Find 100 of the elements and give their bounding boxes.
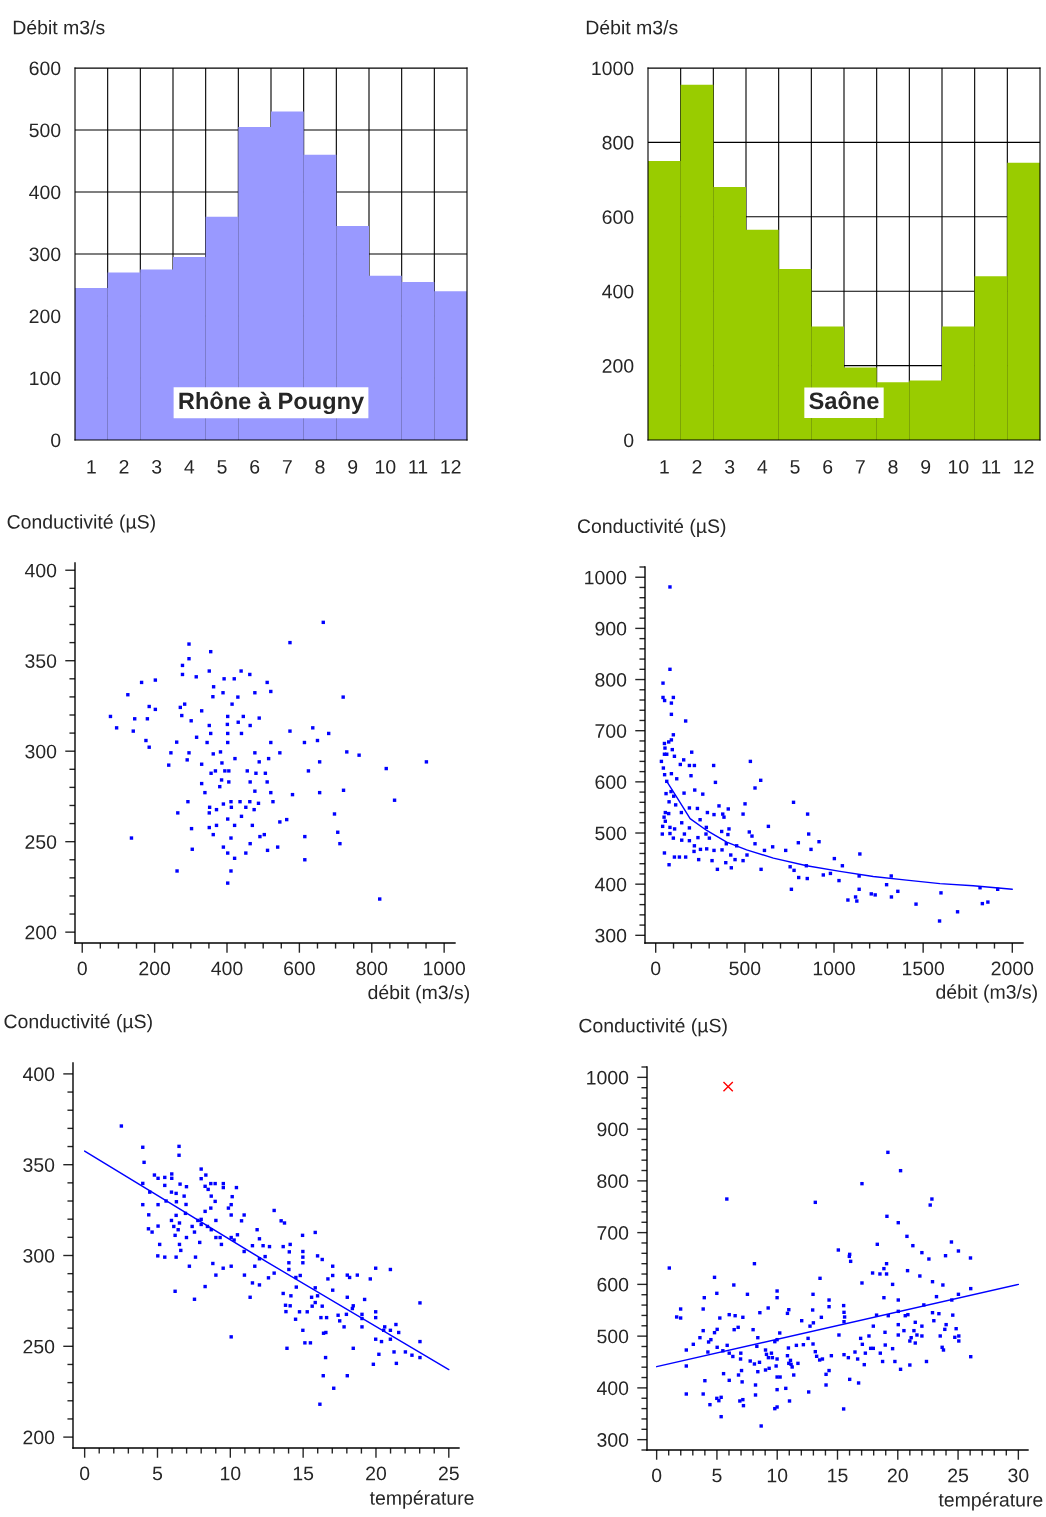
x-tick-label: 5 xyxy=(712,1468,722,1483)
y-tick-label: 600 xyxy=(602,210,634,225)
y-tick-label: 200 xyxy=(602,359,634,373)
line-series xyxy=(666,780,1013,890)
y-tick-label: 300 xyxy=(597,1433,629,1447)
y-tick-label: 200 xyxy=(29,309,61,324)
x-tick-label: 12 xyxy=(441,459,461,474)
x-tick-label: 1 xyxy=(87,460,96,474)
x-tick-label: 5 xyxy=(152,1466,163,1481)
y-tick-label: 250 xyxy=(25,835,57,849)
y-tick-label: 600 xyxy=(29,61,61,76)
y-tick-label: 800 xyxy=(602,135,634,150)
y-tick-label: 400 xyxy=(602,284,634,299)
x-tick-label: 10 xyxy=(949,459,969,474)
x-axis-title: débit (m3/s) xyxy=(936,984,1037,1003)
y-tick-label: 1000 xyxy=(585,570,627,585)
x-tick-label: 5 xyxy=(217,460,227,474)
x-tick-label: 25 xyxy=(948,1468,969,1483)
y-tick-label: 400 xyxy=(29,185,61,200)
y-tick-label: 0 xyxy=(624,433,634,448)
x-tick-label: 4 xyxy=(757,460,768,474)
y-tick-label: 800 xyxy=(597,1174,629,1189)
y-tick-label: 0 xyxy=(51,433,61,448)
x-tick-label: 0 xyxy=(652,1468,662,1483)
y-tick-label: 250 xyxy=(23,1339,55,1354)
x-tick-label: 20 xyxy=(366,1466,387,1481)
x-tick-label: 500 xyxy=(729,961,761,976)
x-tick-label: 3 xyxy=(725,459,735,474)
x-tick-label: 5 xyxy=(790,460,800,474)
x-axis-title: débit (m3/s) xyxy=(368,984,469,1004)
x-tick-label: 4 xyxy=(184,460,195,474)
y-tick-label: 700 xyxy=(595,724,627,738)
y-axis-title: Conductivité (µS) xyxy=(4,1013,152,1033)
x-tick-label: 0 xyxy=(80,1466,90,1481)
x-tick-label: 0 xyxy=(77,961,87,976)
y-tick-label: 100 xyxy=(30,371,61,386)
y-tick-label: 400 xyxy=(596,1381,629,1396)
y-tick-label: 500 xyxy=(595,826,627,841)
y-tick-label: 500 xyxy=(29,123,61,138)
y-tick-label: 500 xyxy=(597,1329,629,1344)
x-tick-label: 10 xyxy=(767,1468,788,1483)
y-tick-label: 350 xyxy=(25,654,57,668)
x-tick-label: 2 xyxy=(119,459,129,474)
y-axis-title: Conductivité (µS) xyxy=(577,518,726,537)
x-tick-label: 15 xyxy=(293,1466,314,1481)
y-tick-label: 400 xyxy=(22,1067,55,1082)
x-tick-label: 20 xyxy=(887,1468,908,1483)
x-tick-label: 12 xyxy=(1014,459,1034,474)
y-axis-title: Débit m3/s xyxy=(586,19,678,35)
x-tick-label: 1000 xyxy=(424,961,466,976)
x-tick-label: 8 xyxy=(888,459,898,474)
x-tick-label: 30 xyxy=(1008,1468,1029,1483)
y-tick-label: 1000 xyxy=(587,1070,629,1085)
x-tick-label: 11 xyxy=(409,460,428,474)
y-tick-label: 300 xyxy=(595,928,627,943)
x-tick-label: 1 xyxy=(660,460,669,474)
x-tick-label: 600 xyxy=(284,961,315,976)
x-axis-title: température xyxy=(369,1490,474,1509)
x-tick-label: 400 xyxy=(211,961,243,976)
y-tick-label: 1000 xyxy=(592,61,634,76)
x-tick-label: 25 xyxy=(438,1466,459,1481)
y-tick-label: 800 xyxy=(595,673,627,687)
y-tick-label: 400 xyxy=(594,877,627,892)
y-tick-label: 900 xyxy=(595,621,627,636)
y-tick-label: 900 xyxy=(597,1122,629,1137)
x-tick-label: 200 xyxy=(139,961,171,976)
x-tick-label: 2 xyxy=(692,459,702,474)
x-tick-label: 6 xyxy=(823,459,833,474)
x-tick-label: 800 xyxy=(356,961,388,976)
x-tick-label: 2000 xyxy=(991,961,1034,976)
y-tick-label: 700 xyxy=(597,1226,629,1240)
annotation: Saône xyxy=(809,391,879,410)
x-tick-label: 1500 xyxy=(903,961,945,976)
annotation: Rhône à Pougny xyxy=(179,391,365,415)
x-tick-label: 10 xyxy=(376,459,396,474)
y-tick-label: 300 xyxy=(23,1248,55,1263)
x-tick-label: 11 xyxy=(982,460,1001,474)
x-tick-label: 0 xyxy=(651,961,661,976)
y-tick-label: 300 xyxy=(25,744,57,759)
x-tick-label: 8 xyxy=(315,459,325,474)
x-tick-label: 9 xyxy=(921,459,931,474)
x-tick-label: 6 xyxy=(250,459,260,474)
y-tick-label: 300 xyxy=(29,247,61,262)
y-axis-title: Conductivité (µS) xyxy=(7,514,155,533)
x-tick-label: 7 xyxy=(282,460,292,474)
x-tick-label: 15 xyxy=(828,1468,848,1483)
x-tick-label: 9 xyxy=(348,459,358,474)
y-tick-label: 200 xyxy=(23,1430,55,1445)
x-tick-label: 3 xyxy=(152,459,162,474)
y-tick-label: 200 xyxy=(25,925,57,940)
y-axis-title: Débit m3/s xyxy=(13,19,105,35)
y-tick-label: 400 xyxy=(24,563,57,578)
x-axis-title: température xyxy=(938,1492,1043,1511)
y-axis-title: Conductivité (µS) xyxy=(579,1018,727,1037)
y-tick-label: 600 xyxy=(597,1277,629,1292)
x-tick-label: 7 xyxy=(855,460,865,474)
y-tick-label: 350 xyxy=(23,1158,55,1172)
y-tick-label: 600 xyxy=(595,775,627,790)
x-tick-label: 10 xyxy=(220,1466,241,1481)
x-tick-label: 1000 xyxy=(813,961,855,976)
